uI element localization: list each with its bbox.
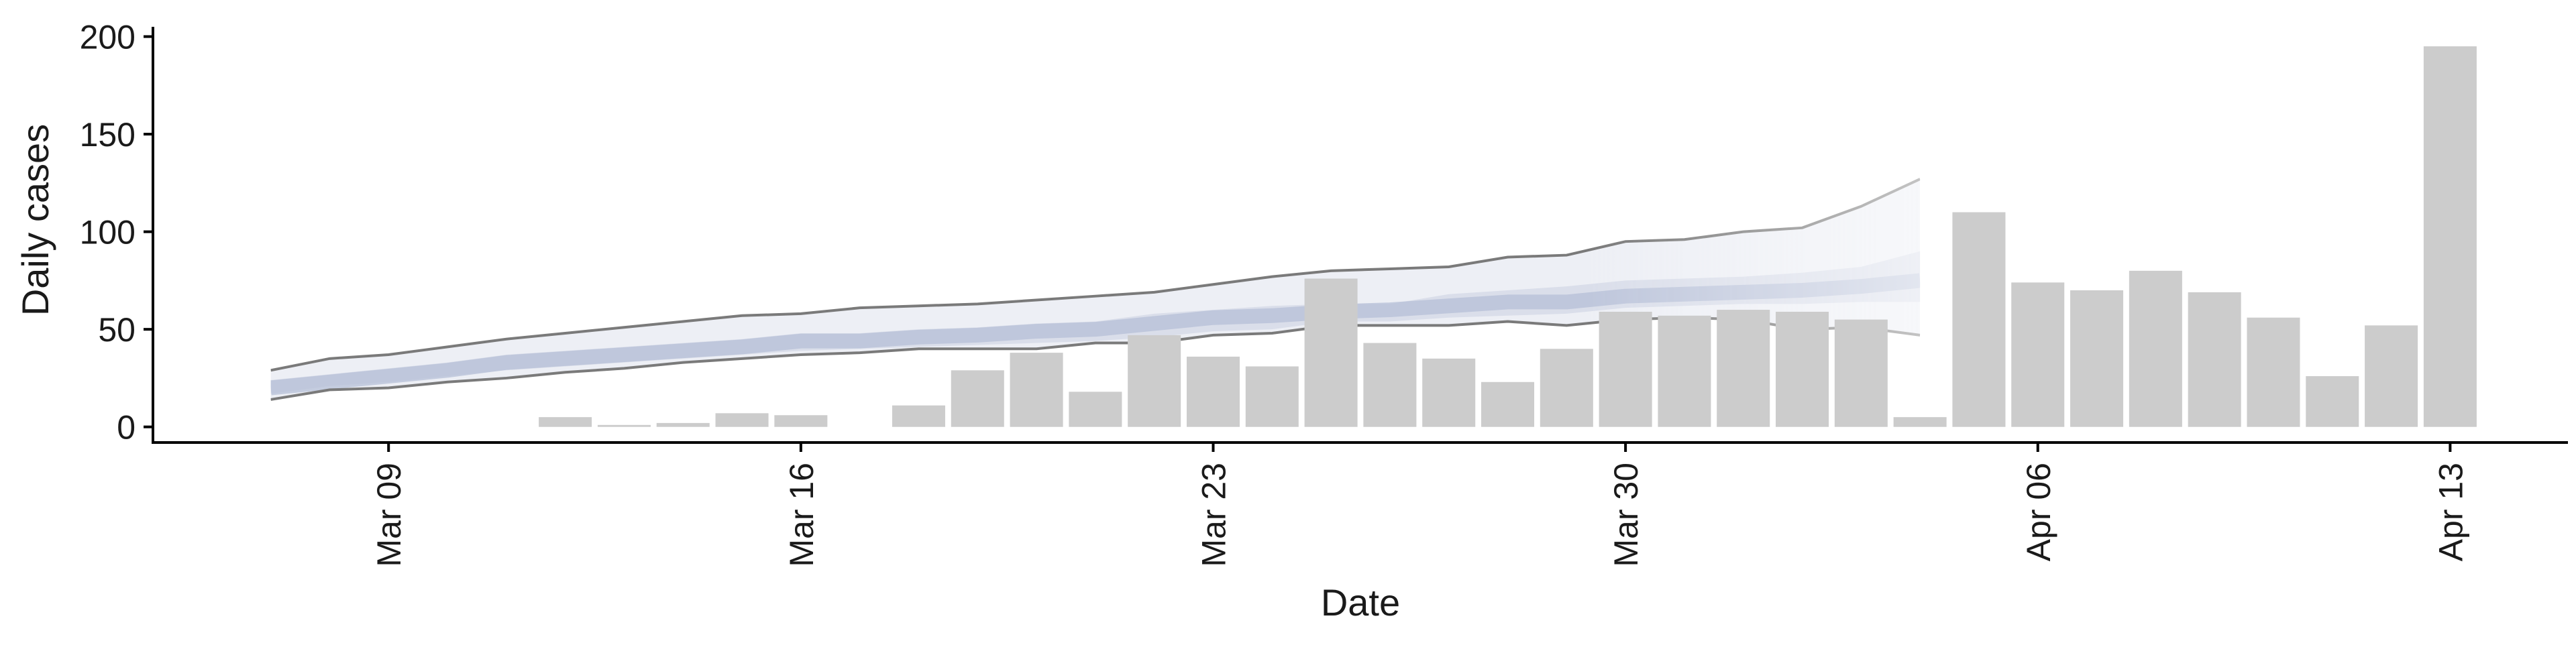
estimate-band-layer [270, 178, 1921, 401]
bar-2020-03-15 [715, 413, 769, 427]
bar-2020-04-10 [2247, 317, 2300, 427]
x-tick-label: Apr 13 [2432, 463, 2469, 561]
bar-2020-03-19 [951, 370, 1004, 427]
bar-2020-03-27 [1422, 358, 1476, 427]
bar-2020-04-05 [1952, 212, 2006, 427]
bar-2020-04-04 [1893, 417, 1947, 427]
bar-2020-03-14 [656, 422, 710, 427]
bar-2020-04-03 [1834, 319, 1888, 427]
bar-2020-03-31 [1658, 315, 1711, 427]
bar-2020-03-26 [1363, 343, 1417, 427]
estimate-median-line [270, 273, 1921, 396]
y-tick-label: 100 [80, 214, 136, 251]
x-axis-title: Date [1321, 581, 1400, 624]
bar-2020-04-09 [2188, 292, 2241, 427]
bar-2020-04-11 [2306, 376, 2359, 427]
y-tick-label: 50 [98, 311, 136, 349]
x-tick-label: Mar 16 [783, 463, 820, 567]
bar-2020-04-06 [2011, 282, 2065, 427]
bar-2020-04-13 [2423, 46, 2477, 427]
bar-2020-03-13 [597, 424, 651, 427]
x-tick-label: Mar 23 [1195, 463, 1232, 567]
bar-2020-03-28 [1481, 381, 1535, 427]
bar-2020-04-02 [1776, 311, 1829, 427]
bar-2020-03-12 [539, 417, 592, 427]
bar-2020-03-21 [1069, 392, 1122, 427]
bar-2020-03-29 [1540, 349, 1593, 427]
bar-2020-03-30 [1599, 311, 1652, 427]
bar-2020-04-08 [2129, 270, 2182, 427]
y-axis-title: Daily cases [14, 124, 56, 316]
bar-2020-03-18 [892, 405, 945, 427]
bar-2020-04-01 [1717, 310, 1770, 427]
bar-2020-03-25 [1304, 278, 1358, 427]
x-tick-label: Mar 09 [370, 463, 408, 567]
x-tick-label: Apr 06 [2020, 463, 2057, 561]
bar-2020-03-23 [1186, 356, 1240, 427]
y-tick-label: 200 [80, 19, 136, 56]
y-tick-label: 150 [80, 116, 136, 154]
bar-2020-03-22 [1128, 335, 1181, 427]
bar-layer [539, 46, 2477, 427]
estimate-upper-line [270, 178, 1921, 372]
bar-2020-04-12 [2365, 325, 2418, 427]
x-tick-label: Mar 30 [1607, 463, 1645, 567]
bar-2020-03-20 [1010, 353, 1063, 427]
bar-2020-03-24 [1245, 366, 1299, 427]
bar-2020-03-16 [774, 415, 828, 427]
axis-layer: 0 50 100 150 200 Mar 09 Mar 16 Mar 23 Mar 30 Apr … [80, 19, 2568, 567]
bar-2020-04-07 [2070, 290, 2124, 427]
y-tick-label: 0 [117, 409, 136, 447]
